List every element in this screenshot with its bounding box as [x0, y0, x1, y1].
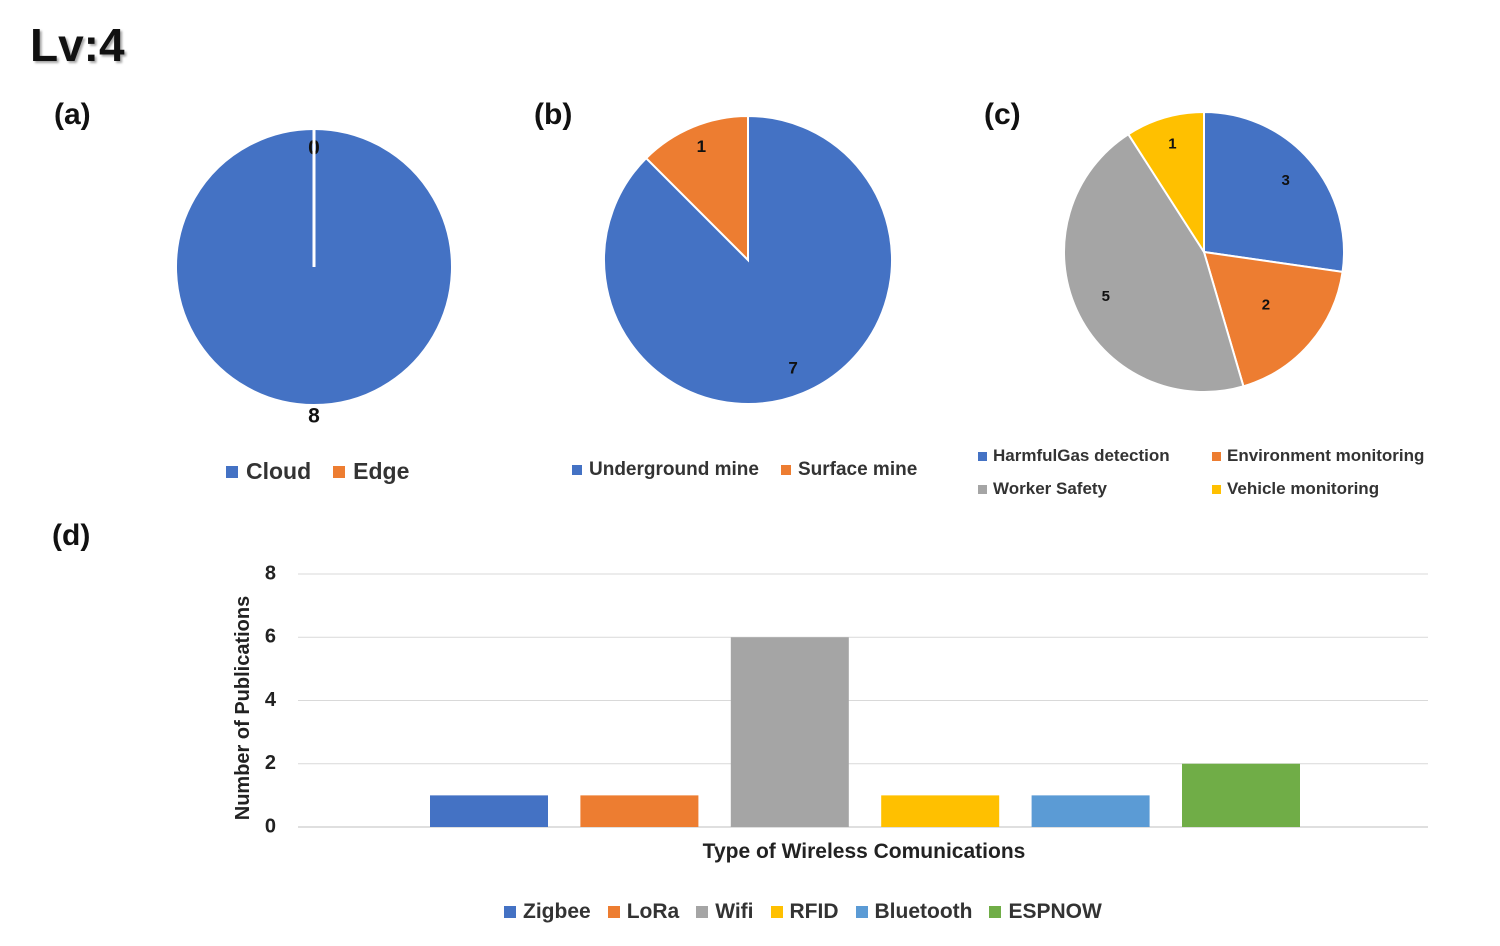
- legend-item-worker-safety[interactable]: Worker Safety: [978, 479, 1212, 499]
- legend-swatch: [770, 906, 783, 918]
- y-tick-label: 2: [265, 752, 276, 774]
- pie-data-label-surface-mine: 1: [697, 137, 706, 156]
- legend-swatch: [607, 906, 620, 918]
- legend-label: Worker Safety: [993, 479, 1108, 498]
- panel-label-a: (a): [54, 98, 91, 131]
- y-tick-label: 4: [265, 689, 277, 711]
- pie-data-label-harmfulgas-detection: 3: [1281, 172, 1289, 189]
- legend-label: ESPNOW: [1008, 900, 1102, 923]
- y-axis-title: Number of Publications: [232, 596, 254, 820]
- legend-item-espnow[interactable]: ESPNOW: [989, 900, 1102, 924]
- legend-swatch: [333, 465, 346, 478]
- legend-item-environment-monitoring[interactable]: Environment monitoring: [1212, 446, 1478, 466]
- panel-label-c: (c): [984, 98, 1021, 131]
- legend-item-zigbee[interactable]: Zigbee: [504, 900, 591, 924]
- legend-swatch: [978, 484, 987, 494]
- legend-label: Underground mine: [589, 459, 759, 480]
- page-title: Lv:4: [30, 19, 125, 71]
- pie-chart-b: 71: [603, 114, 893, 405]
- pie-slice-worker-safety: [1063, 132, 1245, 393]
- bar-chart-d: 0 2 4 6 8 Type of Wireless Comunications Numbe…: [232, 562, 1428, 863]
- legend-swatch: [226, 465, 238, 478]
- pie-slice-vehicle-monitoring: [1126, 110, 1205, 256]
- bar-lora: [580, 795, 699, 827]
- legend-swatch: [855, 906, 868, 918]
- bar-espnow: [1182, 763, 1300, 827]
- legend-label: Bluetooth: [874, 900, 973, 923]
- legend-b: Underground mine Surface mine: [572, 459, 917, 481]
- legend-label: RFID: [789, 900, 839, 923]
- legend-label: Surface mine: [797, 459, 918, 480]
- legend-label: LoRa: [626, 900, 680, 923]
- legend-a: Cloud Edge: [226, 458, 409, 485]
- bar-zigbee: [430, 795, 548, 827]
- legend-label: Cloud: [246, 458, 312, 484]
- pie-chart-c: 3 2 5 1: [1063, 110, 1345, 393]
- legend-item-cloud[interactable]: Cloud: [226, 458, 311, 485]
- legend-item-edge[interactable]: Edge: [333, 458, 409, 485]
- legend-swatch: [572, 465, 582, 475]
- legend-swatch: [780, 465, 791, 475]
- legend-item-rfid[interactable]: RFID: [770, 900, 839, 924]
- legend-swatch: [978, 451, 987, 461]
- y-tick-label: 6: [265, 626, 276, 648]
- bar-rfid: [881, 795, 1000, 827]
- pie-data-label-cloud: 8: [308, 405, 320, 428]
- legend-swatch: [1212, 451, 1221, 461]
- legend-label: Environment monitoring: [1227, 446, 1425, 465]
- legend-swatch: [504, 906, 516, 918]
- legend-item-wifi[interactable]: Wifi: [696, 900, 754, 924]
- legend-item-bluetooth[interactable]: Bluetooth: [855, 900, 973, 924]
- legend-c: HarmfulGas detection Environment monitor…: [978, 446, 1478, 499]
- legend-label: HarmfulGas detection: [993, 446, 1170, 465]
- legend-swatch: [1212, 484, 1221, 494]
- pie-chart-a: 80: [175, 128, 453, 428]
- legend-item-lora[interactable]: LoRa: [607, 900, 680, 924]
- panel-label-d: (d): [52, 519, 91, 552]
- bar-wifi: [730, 637, 849, 827]
- legend-label: Edge: [353, 458, 410, 484]
- legend-swatch: [696, 906, 709, 918]
- pie-data-label-vehicle-monitoring: 1: [1168, 136, 1176, 153]
- legend-item-vehicle-monitoring[interactable]: Vehicle monitoring: [1212, 479, 1478, 499]
- pie-slice-surface-mine: [644, 114, 749, 263]
- panel-label-b: (b): [534, 98, 573, 131]
- legend-swatch: [989, 906, 1002, 918]
- legend-item-harmfulgas-detection[interactable]: HarmfulGas detection: [978, 446, 1212, 466]
- pie-slice-environment-monitoring: [1202, 250, 1344, 388]
- legend-d: Zigbee LoRa Wifi RFID Bluetooth ESPNOW: [504, 900, 1102, 924]
- legend-item-underground-mine[interactable]: Underground mine: [572, 459, 759, 481]
- legend-label: Zigbee: [523, 900, 591, 923]
- pie-slice-harmfulgas-detection: [1203, 110, 1345, 274]
- pie-data-label-environment-monitoring: 2: [1262, 297, 1270, 314]
- y-tick-label: 8: [265, 562, 276, 584]
- legend-label: Vehicle monitoring: [1227, 479, 1380, 498]
- legend-label: Wifi: [715, 900, 754, 923]
- pie-data-label-worker-safety: 5: [1102, 288, 1110, 305]
- pie-data-label-underground-mine: 7: [788, 359, 797, 378]
- x-axis-title: Type of Wireless Comunications: [703, 840, 1026, 863]
- legend-item-surface-mine[interactable]: Surface mine: [780, 459, 918, 481]
- y-tick-label: 0: [265, 815, 276, 837]
- bar-bluetooth: [1031, 795, 1150, 827]
